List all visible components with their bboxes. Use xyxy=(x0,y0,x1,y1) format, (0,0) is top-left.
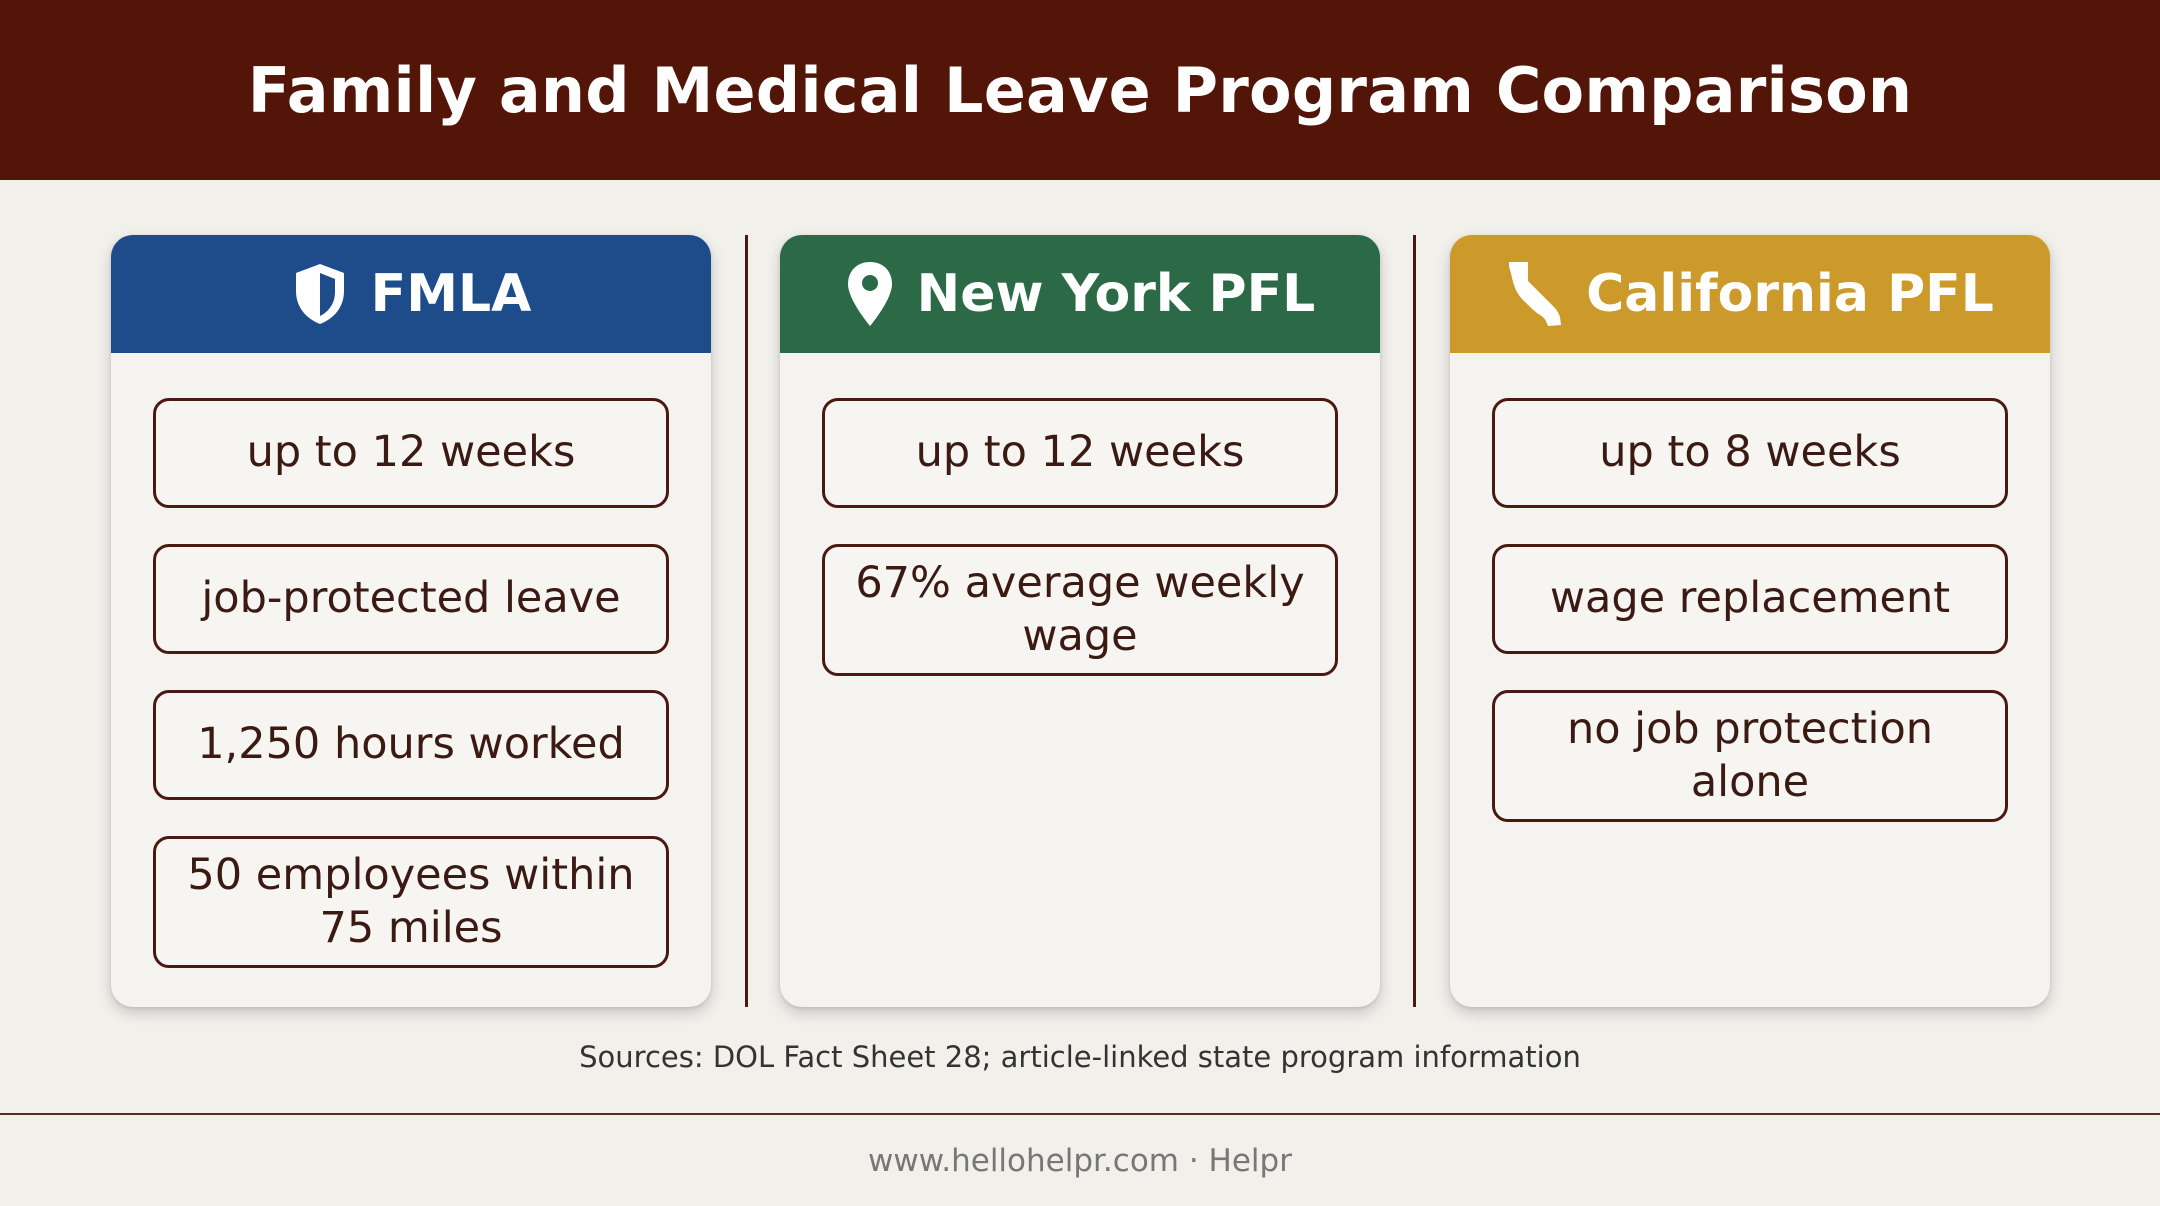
shield-icon xyxy=(291,261,349,327)
footer-divider xyxy=(0,1113,2160,1115)
fmla-card-header: FMLA xyxy=(111,235,711,353)
california-pfl-card-header: California PFL xyxy=(1450,235,2050,353)
page-title: Family and Medical Leave Program Compari… xyxy=(247,53,1913,127)
california-item-wage: wage replacement xyxy=(1492,544,2008,654)
new-york-item-duration: up to 12 weeks xyxy=(822,398,1338,508)
new-york-pfl-card-title: New York PFL xyxy=(916,264,1316,324)
column-divider xyxy=(1413,235,1416,1007)
fmla-item-protection: job-protected leave xyxy=(153,544,669,654)
new-york-pfl-card-header: New York PFL xyxy=(780,235,1380,353)
california-item-protection: no job protection alone xyxy=(1492,690,2008,822)
sources-note: Sources: DOL Fact Sheet 28; article-link… xyxy=(579,1040,1581,1074)
california-pfl-card: California PFL up to 8 weeks wage replac… xyxy=(1450,235,2050,1007)
fmla-item-duration: up to 12 weeks xyxy=(153,398,669,508)
fmla-item-hours: 1,250 hours worked xyxy=(153,690,669,800)
column-divider xyxy=(745,235,748,1007)
map-pin-icon xyxy=(845,260,895,328)
california-state-icon xyxy=(1506,259,1564,329)
fmla-card: FMLA up to 12 weeks job-protected leave … xyxy=(111,235,711,1007)
header-banner: Family and Medical Leave Program Compari… xyxy=(0,0,2160,180)
new-york-item-wage: 67% average weekly wage xyxy=(822,544,1338,676)
fmla-item-employees: 50 employees within 75 miles xyxy=(153,836,669,968)
california-item-duration: up to 8 weeks xyxy=(1492,398,2008,508)
california-pfl-card-title: California PFL xyxy=(1586,264,1994,324)
footer-credit: www.hellohelpr.com · Helpr xyxy=(868,1143,1292,1179)
new-york-pfl-card: New York PFL up to 12 weeks 67% average … xyxy=(780,235,1380,1007)
fmla-card-title: FMLA xyxy=(370,264,532,324)
